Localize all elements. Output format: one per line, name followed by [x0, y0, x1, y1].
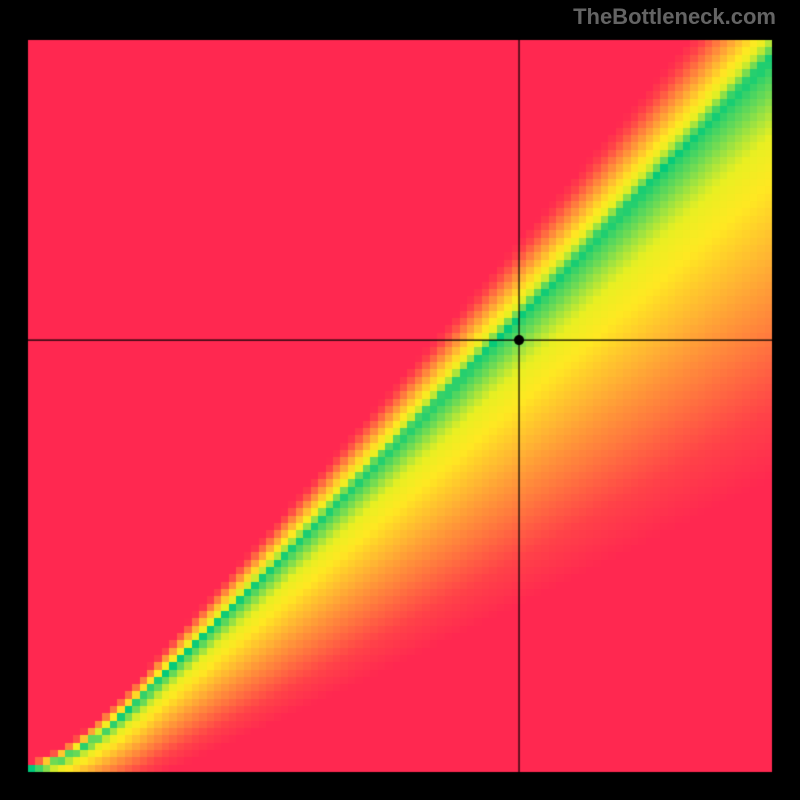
watermark-text: TheBottleneck.com — [573, 4, 776, 30]
bottleneck-heatmap — [0, 0, 800, 800]
